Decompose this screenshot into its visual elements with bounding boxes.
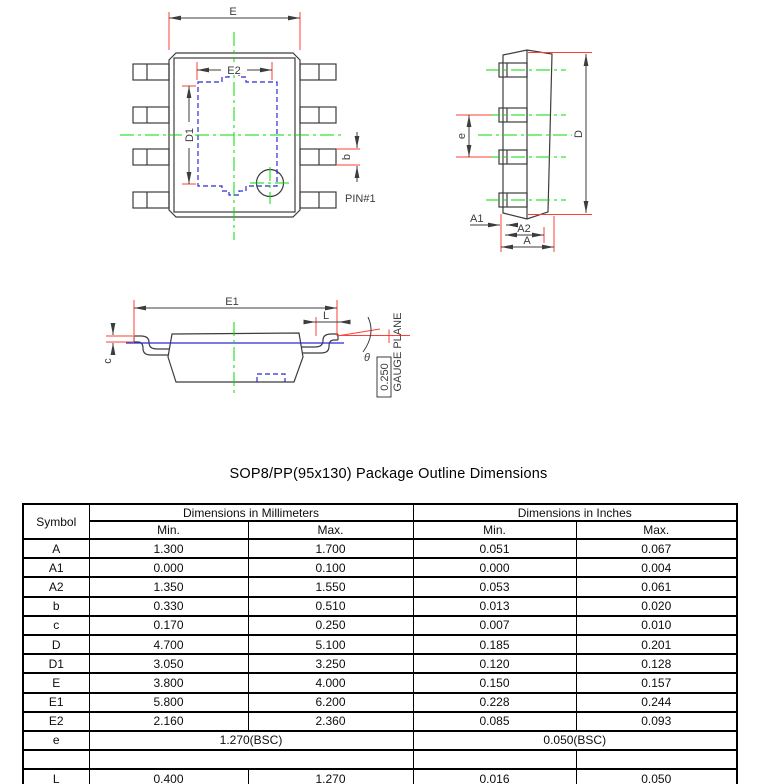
dim-label-L: L — [323, 310, 329, 322]
top-view — [120, 12, 360, 240]
gauge-plane-label: GAUGE PLANE — [392, 313, 404, 392]
table-row: L 0.400 1.270 0.016 0.050 — [22, 768, 738, 784]
dim-label-theta: θ — [364, 352, 370, 364]
right-pins — [299, 63, 337, 209]
table-row: D 4.700 5.100 0.185 0.201 — [22, 633, 738, 656]
dim-label-e: e — [456, 133, 468, 139]
table-row: E 3.800 4.000 0.150 0.157 — [22, 672, 738, 694]
table-row-e: e 1.270(BSC) 0.050(BSC) — [22, 729, 738, 752]
dim-theta — [336, 316, 410, 353]
table-header-row: Symbol Dimensions in Millimeters Dimensi… — [22, 503, 738, 540]
table-row: A1 0.000 0.100 0.000 0.004 — [22, 557, 738, 579]
side-centerlines — [478, 69, 572, 201]
dim-label-b: b — [341, 154, 353, 160]
table-row: A2 1.350 1.550 0.053 0.061 — [22, 576, 738, 598]
package-outline-drawing: E E2 D1 b PIN#1 — [102, 6, 592, 398]
dim-L — [303, 317, 351, 336]
dim-label-D1: D1 — [184, 128, 196, 142]
front-body-outline — [167, 332, 304, 383]
dimensions-table: Symbol Dimensions in Millimeters Dimensi… — [22, 503, 738, 784]
dim-label-E1: E1 — [225, 296, 238, 308]
header-mm-max: Max. — [247, 520, 414, 540]
gauge-value: 0.250 — [379, 363, 391, 391]
dim-E — [168, 12, 301, 50]
header-symbol: Symbol — [22, 503, 90, 540]
left-lead — [133, 335, 170, 356]
header-in-min: Min. — [412, 520, 577, 540]
dim-A1-A2-A — [470, 214, 555, 252]
dim-c — [106, 323, 133, 355]
dim-label-A: A — [523, 235, 531, 247]
header-mm-min: Min. — [88, 520, 249, 540]
bottom-notch-outline — [256, 373, 286, 382]
dim-E1 — [133, 300, 338, 341]
dim-label-D: D — [573, 130, 585, 138]
table-row: D1 3.050 3.250 0.120 0.128 — [22, 653, 738, 675]
front-view — [106, 300, 410, 398]
dim-label-A2: A2 — [517, 223, 530, 235]
table-row: b 0.330 0.510 0.013 0.020 — [22, 595, 738, 617]
dim-D — [528, 52, 592, 215]
table-row: E2 2.160 2.360 0.085 0.093 — [22, 710, 738, 732]
page-title: SOP8/PP(95x130) Package Outline Dimensio… — [229, 466, 548, 482]
dim-label-c: c — [102, 358, 114, 364]
gauge-value-box — [376, 356, 392, 398]
table-row: E1 5.800 6.200 0.228 0.244 — [22, 691, 738, 713]
pin1-label: PIN#1 — [345, 193, 376, 205]
table-row: c 0.170 0.250 0.007 0.010 — [22, 614, 738, 636]
header-mm: Dimensions in Millimeters — [88, 503, 414, 522]
side-view — [456, 49, 592, 252]
dim-label-A1: A1 — [470, 213, 483, 225]
left-pins — [132, 63, 170, 209]
table-row-spacer — [22, 749, 738, 771]
table-row: A 1.300 1.700 0.051 0.067 — [22, 537, 738, 560]
dim-b — [336, 132, 360, 182]
dim-label-E2: E2 — [227, 65, 240, 77]
dim-e — [456, 114, 492, 158]
table-subheader-row: Min. Max. Min. Max. — [23, 520, 738, 540]
exposed-pad-outline — [197, 72, 278, 196]
dim-label-E: E — [229, 6, 236, 18]
header-inches: Dimensions in Inches — [412, 503, 738, 522]
header-in-max: Max. — [575, 520, 738, 540]
